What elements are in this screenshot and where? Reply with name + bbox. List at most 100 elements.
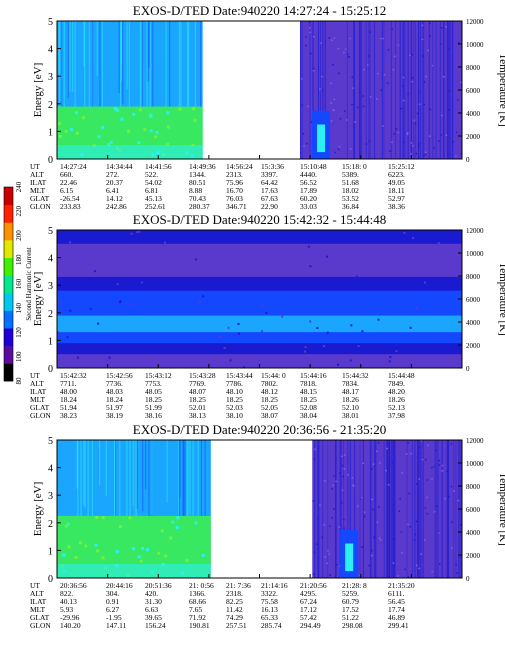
table-cell: 22.90 xyxy=(261,202,278,211)
noise-speck xyxy=(398,510,401,512)
table-cell: 38.13 xyxy=(189,411,206,420)
noise-column xyxy=(312,21,314,159)
streak xyxy=(119,21,122,123)
noise-speck xyxy=(237,322,240,325)
colorbar-segment xyxy=(4,204,13,223)
noise-speck xyxy=(343,468,346,470)
noise-speck xyxy=(323,524,325,526)
table-cell: 7849. xyxy=(388,379,405,388)
colorbar-segment xyxy=(4,363,13,382)
table-row-label: ILAT xyxy=(30,597,47,606)
table-row-label: GLON xyxy=(30,411,51,420)
noise-column xyxy=(420,21,422,159)
blob-speck xyxy=(101,125,105,129)
table-cell: 420. xyxy=(145,589,158,598)
data-gap xyxy=(202,21,300,159)
noise-speck xyxy=(317,517,319,520)
noise-speck xyxy=(418,478,421,480)
colorbar-tick-label: 200 xyxy=(15,230,23,241)
noise-speck xyxy=(415,520,418,523)
noise-speck xyxy=(386,447,388,450)
noise-column xyxy=(449,21,451,159)
noise-column xyxy=(388,440,390,578)
noise-speck xyxy=(274,231,277,234)
noise-speck xyxy=(453,490,455,492)
table-cell: 46.89 xyxy=(388,613,405,622)
table-cell: 18.24 xyxy=(106,395,123,404)
streak xyxy=(133,440,135,543)
table-cell: 82.25 xyxy=(226,597,243,606)
streak xyxy=(61,21,63,144)
noise-speck xyxy=(213,251,216,254)
noise-speck xyxy=(340,501,343,504)
feature-core xyxy=(345,543,354,572)
noise-speck xyxy=(354,121,356,123)
blob-speck xyxy=(74,111,78,115)
table-cell: 20:44:16 xyxy=(106,581,133,590)
noise-speck xyxy=(460,523,462,526)
noise-speck xyxy=(424,507,427,509)
noise-speck xyxy=(338,72,340,75)
table-cell: 522. xyxy=(145,170,158,179)
streak xyxy=(83,21,85,67)
noise-speck xyxy=(373,536,375,539)
noise-column xyxy=(418,21,420,159)
noise-speck xyxy=(424,153,427,156)
noise-speck xyxy=(429,108,432,111)
noise-speck xyxy=(455,131,458,134)
table-cell: 36.84 xyxy=(342,202,359,211)
noise-column xyxy=(395,21,397,159)
table-cell: 15:42:56 xyxy=(106,371,133,380)
noise-column xyxy=(340,440,342,578)
noise-speck xyxy=(69,309,72,312)
noise-speck xyxy=(343,527,345,529)
table-cell: 21: 7:36 xyxy=(226,581,251,590)
noise-speck xyxy=(368,564,371,567)
streak xyxy=(99,21,101,159)
noise-speck xyxy=(403,231,406,234)
noise-speck xyxy=(431,478,433,480)
noise-speck xyxy=(332,64,334,66)
blob-speck xyxy=(96,549,100,553)
streak xyxy=(186,440,188,544)
y-tick-label: 5 xyxy=(48,436,53,447)
noise-column xyxy=(447,21,449,159)
noise-speck xyxy=(66,336,69,339)
noise-speck xyxy=(413,119,416,122)
noise-speck xyxy=(427,49,429,52)
noise-speck xyxy=(110,348,113,351)
table-cell: 21:20:56 xyxy=(300,581,327,590)
table-cell: 18.24 xyxy=(60,395,77,404)
noise-speck xyxy=(355,275,358,278)
table-cell: 280.37 xyxy=(189,202,210,211)
noise-speck xyxy=(412,237,415,240)
noise-speck xyxy=(451,547,453,549)
table-cell: 38.16 xyxy=(145,411,162,420)
noise-speck xyxy=(400,531,403,533)
noise-speck xyxy=(309,31,311,34)
blob-speck xyxy=(115,108,119,112)
table-cell: 14:41:56 xyxy=(145,162,172,171)
noise-column xyxy=(360,21,362,159)
blob-speck xyxy=(66,522,70,526)
noise-speck xyxy=(431,466,433,469)
noise-column xyxy=(391,440,393,578)
noise-speck xyxy=(397,131,400,134)
noise-column xyxy=(402,21,404,159)
noise-column xyxy=(411,440,413,578)
table-row-label: ALT xyxy=(30,589,44,598)
streak xyxy=(69,21,71,92)
table-cell: 7769. xyxy=(189,379,206,388)
streak xyxy=(84,21,86,141)
table-cell: 18.26 xyxy=(388,395,405,404)
streak xyxy=(113,440,116,553)
table-cell: 5259. xyxy=(342,589,359,598)
noise-speck xyxy=(412,144,414,147)
blob-speck xyxy=(64,524,68,528)
table-cell: 80.51 xyxy=(189,178,206,187)
streak xyxy=(180,21,182,129)
noise-speck xyxy=(324,361,327,364)
blob-speck xyxy=(137,141,141,145)
noise-speck xyxy=(401,85,404,88)
table-cell: 22.46 xyxy=(60,178,77,187)
